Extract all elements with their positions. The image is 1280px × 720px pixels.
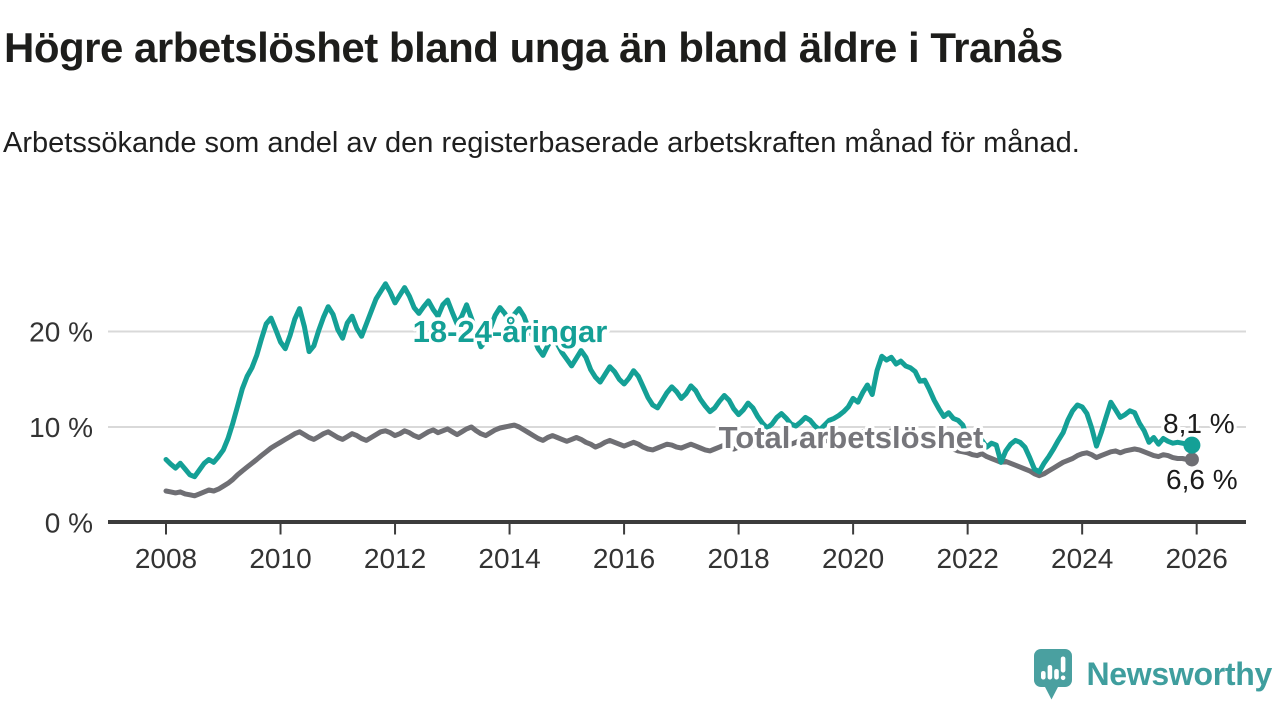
series-label-youth: 18-24-åringar [413,314,608,349]
x-axis-tick-label: 2020 [822,543,884,574]
x-axis-tick-label: 2022 [936,543,998,574]
x-axis-tick-label: 2016 [593,543,655,574]
series-label-total: Total arbetslöshet [719,420,984,455]
x-axis-tick-label: 2018 [707,543,769,574]
end-value-label-youth: 8,1 % [1163,408,1235,439]
x-axis-tick-label: 2010 [249,543,311,574]
y-axis-tick-label: 0 % [45,508,93,539]
end-marker-total [1184,452,1199,467]
y-axis-tick-label: 20 % [29,317,93,348]
y-axis-tick-label: 10 % [29,412,93,443]
x-axis-tick-label: 2012 [364,543,426,574]
x-axis-tick-label: 2024 [1051,543,1113,574]
x-axis-tick-label: 2008 [135,543,197,574]
x-axis-tick-label: 2026 [1166,543,1228,574]
page-title: Högre arbetslöshet bland unga än bland ä… [4,24,1063,71]
series-line-youth [163,281,1195,480]
chart-subtitle: Arbetssökande som andel av den registerb… [3,127,1080,159]
newsworthy-logo: Newsworthy [1033,648,1273,701]
newsworthy-logo-text: Newsworthy [1086,656,1273,692]
end-value-label-total: 6,6 % [1166,464,1238,495]
end-marker-youth [1183,436,1201,454]
series-line-total [163,422,1195,499]
x-axis-tick-label: 2014 [478,543,540,574]
newsworthy-logo-icon [1033,649,1072,700]
